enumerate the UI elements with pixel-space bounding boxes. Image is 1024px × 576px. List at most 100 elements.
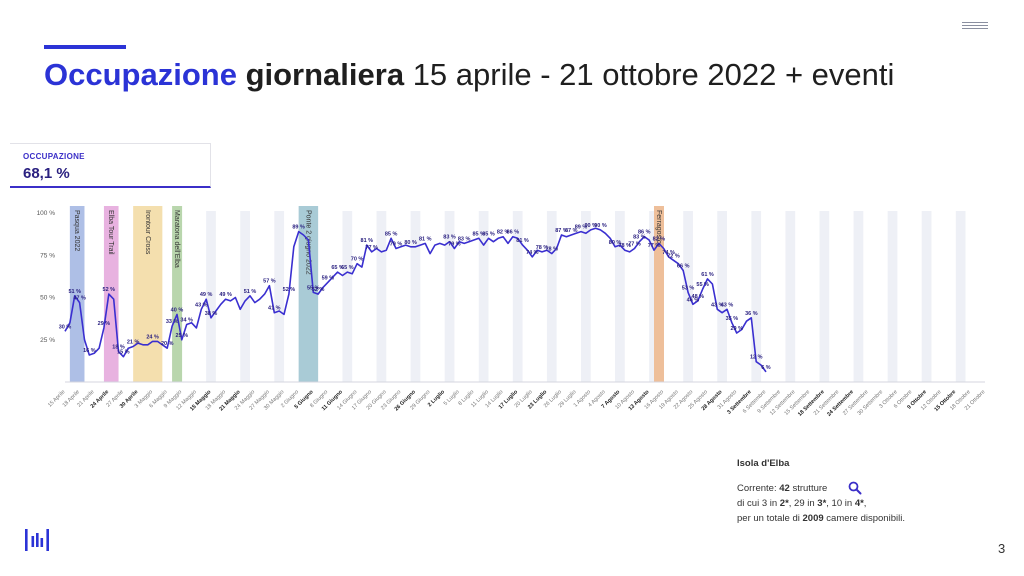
data-label: 52 % <box>312 287 325 293</box>
page-title-part-1: Occupazione <box>44 57 237 92</box>
data-label: 72 % <box>667 253 680 259</box>
data-label: 65 % <box>341 265 354 271</box>
weekend-band <box>444 211 455 382</box>
data-label: 81 % <box>419 236 432 242</box>
weekend-band <box>751 211 762 382</box>
data-label: 29 % <box>98 321 111 327</box>
data-label: 65 % <box>331 265 344 271</box>
data-label: 82 % <box>497 230 510 236</box>
event-band <box>133 206 163 382</box>
data-label: 52 % <box>283 287 296 293</box>
data-label: 25 % <box>176 333 189 339</box>
data-label: 43 % <box>711 302 724 308</box>
weekend-band <box>785 211 796 382</box>
data-label: 78 % <box>545 247 558 253</box>
weekend-band <box>580 211 591 382</box>
info-structures-count: 42 <box>779 483 790 494</box>
data-label: 80 % <box>404 240 417 246</box>
page-number: 3 <box>998 541 1006 556</box>
data-label: 70 % <box>351 257 364 263</box>
y-tick-label: 50 % <box>40 295 55 302</box>
data-label: 55 % <box>307 285 320 291</box>
info-line-2: di cui 3 in 2*, 29 in 3*, 10 in 4*, <box>737 496 905 511</box>
weekend-band <box>240 211 250 382</box>
event-band <box>653 206 664 382</box>
kpi-label: OCCUPAZIONE <box>23 152 85 161</box>
event-band <box>69 206 85 382</box>
data-label: 24 % <box>146 334 159 340</box>
info-panel: Isola d'Elba Corrente: 42 strutture di c… <box>737 456 905 526</box>
kpi-card: OCCUPAZIONE 68,1 % <box>10 143 211 188</box>
data-label: 51 % <box>68 289 81 295</box>
data-label: 16 % <box>83 348 96 354</box>
weekend-band <box>921 211 932 382</box>
event-label: Irontour Cross <box>144 210 151 255</box>
weekend-band <box>853 211 864 382</box>
weekend-band <box>955 211 966 382</box>
info-rooms-count: 2009 <box>802 513 824 524</box>
data-label: 79 % <box>390 241 403 247</box>
page-title: Occupazione giornaliera 15 aprile - 21 o… <box>44 55 894 95</box>
info-text: camere disponibili. <box>826 513 905 524</box>
title-accent-bar <box>44 45 126 49</box>
data-label: 74 % <box>662 250 675 256</box>
data-label: 82 % <box>653 236 666 242</box>
info-text: , <box>863 498 867 509</box>
weekend-band <box>376 211 387 382</box>
data-label: 77 % <box>628 241 641 247</box>
data-label: 6 % <box>761 365 771 371</box>
data-label: 41 % <box>268 306 281 312</box>
info-text: per un totale di <box>737 513 800 524</box>
data-label: 57 % <box>263 279 276 285</box>
data-label: 81 % <box>361 238 374 244</box>
weekend-band <box>683 211 693 382</box>
data-label: 79 % <box>448 241 461 247</box>
info-line-1: Corrente: 42 strutture <box>737 481 905 496</box>
data-label: 38 % <box>205 311 218 317</box>
weekend-band <box>206 211 216 382</box>
data-label: 81 % <box>516 238 529 244</box>
data-label: 80 % <box>609 240 622 246</box>
data-label: 78 % <box>536 245 549 251</box>
weekend-band <box>819 211 830 382</box>
data-label: 34 % <box>180 318 193 324</box>
data-label: 85 % <box>482 231 495 237</box>
data-label: 33 % <box>166 319 179 325</box>
info-text: , 10 in <box>826 498 853 509</box>
data-label: 55 % <box>696 282 709 288</box>
weekend-band <box>342 211 353 382</box>
event-label: Pasqua 2022 <box>73 210 80 251</box>
info-text: , 29 in <box>788 498 815 509</box>
data-label: 85 % <box>385 231 398 237</box>
data-label: 53 % <box>682 285 695 291</box>
data-label: 49 % <box>219 292 232 298</box>
info-star-3: 3* <box>817 498 827 509</box>
info-heading: Isola d'Elba <box>737 458 790 469</box>
info-line-3: per un totale di 2009 camere disponibili… <box>737 511 905 526</box>
data-label: 30 % <box>59 324 72 330</box>
search-icon[interactable] <box>848 481 862 495</box>
kpi-value: 68,1 % <box>23 165 70 182</box>
data-label: 89 % <box>292 225 305 231</box>
data-label: 83 % <box>458 236 471 242</box>
data-label: 86 % <box>638 230 651 236</box>
page-title-part-2: giornaliera <box>245 57 405 92</box>
y-tick-label: 100 % <box>37 210 56 217</box>
event-label: Elba Tour Trail <box>107 210 114 255</box>
data-label: 12 % <box>750 355 763 361</box>
data-label: 15 % <box>117 350 130 356</box>
weekend-band <box>478 211 489 382</box>
data-label: 20 % <box>161 341 174 347</box>
data-label: 87 % <box>565 228 578 234</box>
weekend-band <box>887 211 898 382</box>
data-label: 48 % <box>692 294 705 300</box>
weekend-band <box>615 211 625 382</box>
data-label: 35 % <box>726 316 739 322</box>
data-label: 29 % <box>730 326 743 332</box>
series-line <box>64 227 767 373</box>
y-tick-label: 75 % <box>40 252 55 259</box>
brand-logo-icon <box>25 529 49 551</box>
data-label: 85 % <box>472 231 485 237</box>
data-label: 51 % <box>244 289 257 295</box>
menu-icon[interactable] <box>962 22 988 34</box>
